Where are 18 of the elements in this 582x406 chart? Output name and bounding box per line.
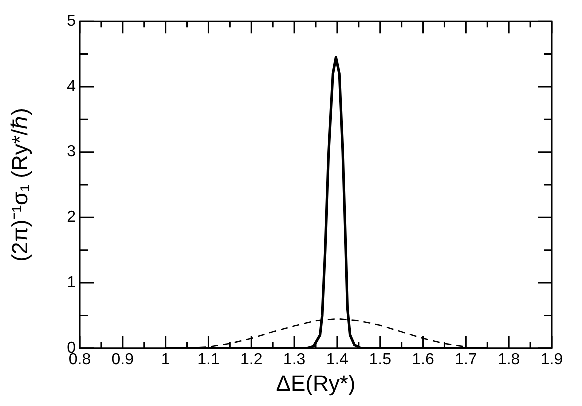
x-tick-label: 1.7 [455,351,478,368]
x-tick-label: 1.5 [369,351,392,368]
x-tick-label: 1.4 [326,351,349,368]
y-tick-label: 5 [67,13,76,30]
y-tick-label: 4 [67,78,76,96]
y-tick-label: 1 [67,274,76,292]
y-tick-label: 3 [67,144,76,161]
x-tick-label: 1 [161,351,170,368]
y-tick-label: 2 [67,209,76,226]
x-tick-label: 0.9 [112,351,134,368]
y-axis-title: (2π)⁻¹σ₁ (Ry*/ℏ) [7,108,32,262]
x-tick-label: 1.8 [498,351,520,368]
x-tick-label: 1.1 [198,351,220,368]
x-tick-label: 1.2 [240,351,263,368]
x-axis-title: ΔE(Ry*) [276,370,356,396]
x-tick-label: 1.6 [412,351,434,368]
x-tick-label: 1.3 [283,351,306,368]
x-tick-label: 1.9 [540,351,564,368]
